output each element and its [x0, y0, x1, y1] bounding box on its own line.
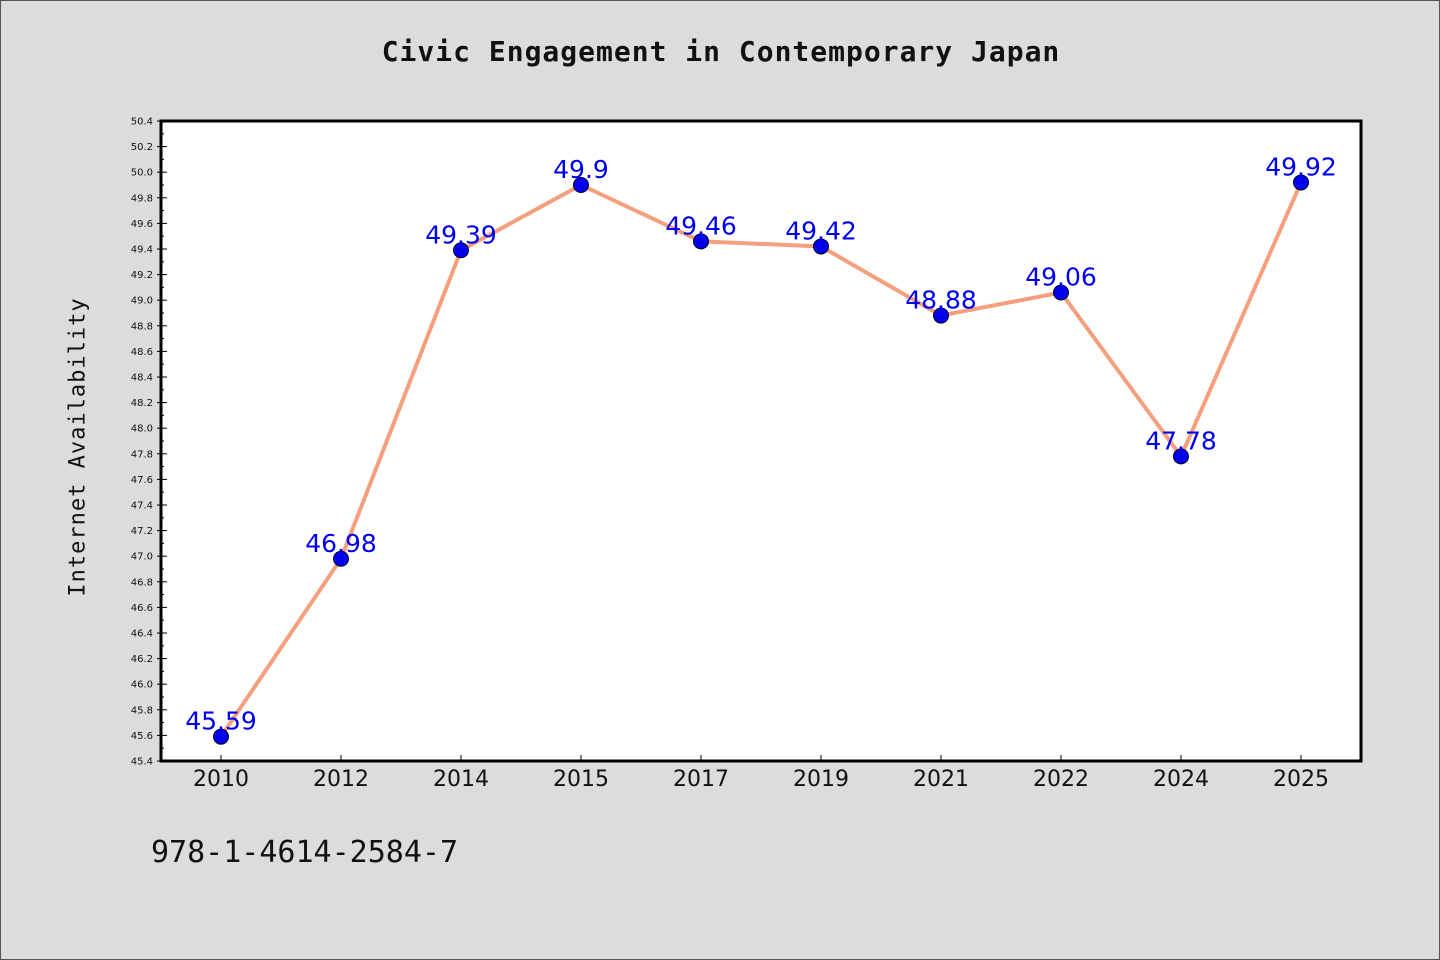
- x-tick-label: 2022: [1033, 767, 1089, 792]
- x-tick-label: 2019: [793, 767, 849, 792]
- y-tick-label: 48.0: [131, 424, 153, 435]
- y-tick-label: 48.4: [131, 373, 153, 384]
- y-tick-label: 47.0: [131, 552, 153, 563]
- plot-border: [159, 119, 1363, 763]
- data-point-marker: [933, 307, 949, 324]
- y-tick-label: 49.0: [131, 296, 153, 307]
- x-tick-label: 2024: [1153, 767, 1209, 792]
- chart-title: Civic Engagement in Contemporary Japan: [381, 35, 1061, 68]
- y-tick-label: 47.6: [131, 475, 153, 486]
- y-tick-label: 45.8: [131, 705, 153, 716]
- data-point-marker: [333, 550, 349, 567]
- y-tick-label: 46.0: [131, 680, 153, 691]
- x-tick-label: 2021: [913, 767, 969, 792]
- y-tick-label: 46.2: [131, 654, 153, 665]
- y-tick-label: 49.6: [131, 219, 153, 230]
- data-point-marker: [1173, 448, 1189, 465]
- y-tick-label: 45.4: [131, 757, 153, 768]
- x-tick-label: 2012: [313, 767, 369, 792]
- y-tick-label: 50.4: [131, 117, 153, 128]
- data-point-marker: [213, 728, 229, 745]
- x-tick-label: 2010: [193, 767, 249, 792]
- y-tick-label: 50.2: [131, 142, 153, 153]
- y-tick-label: 49.2: [131, 270, 153, 281]
- y-tick-label: 45.6: [131, 731, 153, 742]
- data-label: 49.46: [665, 211, 737, 240]
- y-tick-label: 49.8: [131, 193, 153, 204]
- data-point-marker: [693, 233, 709, 250]
- data-label: 48.88: [905, 286, 977, 315]
- plot-area: [161, 121, 1361, 761]
- series-line: [219, 181, 1303, 738]
- data-label: 45.59: [185, 707, 257, 736]
- y-tick-label: 46.6: [131, 603, 153, 614]
- y-tick-label: 46.4: [131, 629, 153, 640]
- y-tick-label: 47.2: [131, 526, 153, 537]
- y-tick-label: 48.8: [131, 321, 153, 332]
- y-tick-label: 49.4: [131, 245, 153, 256]
- x-tick-label: 2017: [673, 767, 729, 792]
- data-label: 49.42: [785, 216, 857, 245]
- y-tick-label: 47.8: [131, 449, 153, 460]
- data-label: 49.06: [1025, 263, 1097, 292]
- x-axis: 2010 2012 2014 2015 2017 2019 2021 2022 2024 2025: [193, 755, 1329, 792]
- data-label: 49.92: [1265, 152, 1337, 181]
- data-point-marker: [813, 238, 829, 255]
- y-tick-label: 50.0: [131, 168, 153, 179]
- x-tick-label: 2014: [433, 767, 489, 792]
- series-layer: 45.59 46.98 49.39 49.9 49.46 49.42 48.88 49.06 4…: [185, 152, 1337, 745]
- y-tick-label: 48.6: [131, 347, 153, 358]
- data-point-marker: [1053, 284, 1069, 301]
- data-label: 49.39: [425, 220, 497, 249]
- x-tick-label: 2015: [553, 767, 609, 792]
- data-point-marker: [453, 242, 469, 259]
- data-label: 47.78: [1145, 426, 1217, 455]
- y-tick-label: 46.8: [131, 577, 153, 588]
- data-label: 49.9: [553, 155, 609, 184]
- y-tick-label: 48.2: [131, 398, 153, 409]
- data-point-marker: [1293, 174, 1309, 191]
- data-point-marker: [573, 177, 589, 193]
- isbn-label: 978-1-4614-2584-7: [151, 835, 459, 870]
- y-tick-label: 47.4: [131, 501, 153, 512]
- x-tick-label: 2025: [1273, 767, 1329, 792]
- data-label: 46.98: [305, 529, 377, 558]
